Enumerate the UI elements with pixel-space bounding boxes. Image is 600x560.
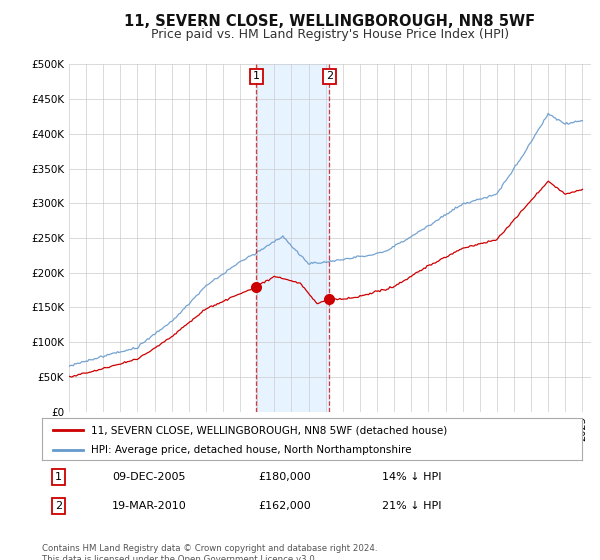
Text: 09-DEC-2005: 09-DEC-2005 (112, 472, 186, 482)
Text: 21% ↓ HPI: 21% ↓ HPI (382, 501, 442, 511)
Text: £162,000: £162,000 (258, 501, 311, 511)
Text: £180,000: £180,000 (258, 472, 311, 482)
Text: 2: 2 (326, 71, 333, 81)
Text: Price paid vs. HM Land Registry's House Price Index (HPI): Price paid vs. HM Land Registry's House … (151, 28, 509, 41)
Bar (256, 64, 329, 412)
Text: 1: 1 (253, 71, 260, 81)
Text: 1: 1 (55, 472, 62, 482)
Text: 19-MAR-2010: 19-MAR-2010 (112, 501, 187, 511)
Text: 11, SEVERN CLOSE, WELLINGBOROUGH, NN8 5WF (detached house): 11, SEVERN CLOSE, WELLINGBOROUGH, NN8 5W… (91, 425, 447, 435)
Text: 14% ↓ HPI: 14% ↓ HPI (382, 472, 442, 482)
Text: 2: 2 (55, 501, 62, 511)
Text: HPI: Average price, detached house, North Northamptonshire: HPI: Average price, detached house, Nort… (91, 445, 411, 455)
Text: 11, SEVERN CLOSE, WELLINGBOROUGH, NN8 5WF: 11, SEVERN CLOSE, WELLINGBOROUGH, NN8 5W… (124, 14, 536, 29)
Text: Contains HM Land Registry data © Crown copyright and database right 2024.
This d: Contains HM Land Registry data © Crown c… (42, 544, 377, 560)
